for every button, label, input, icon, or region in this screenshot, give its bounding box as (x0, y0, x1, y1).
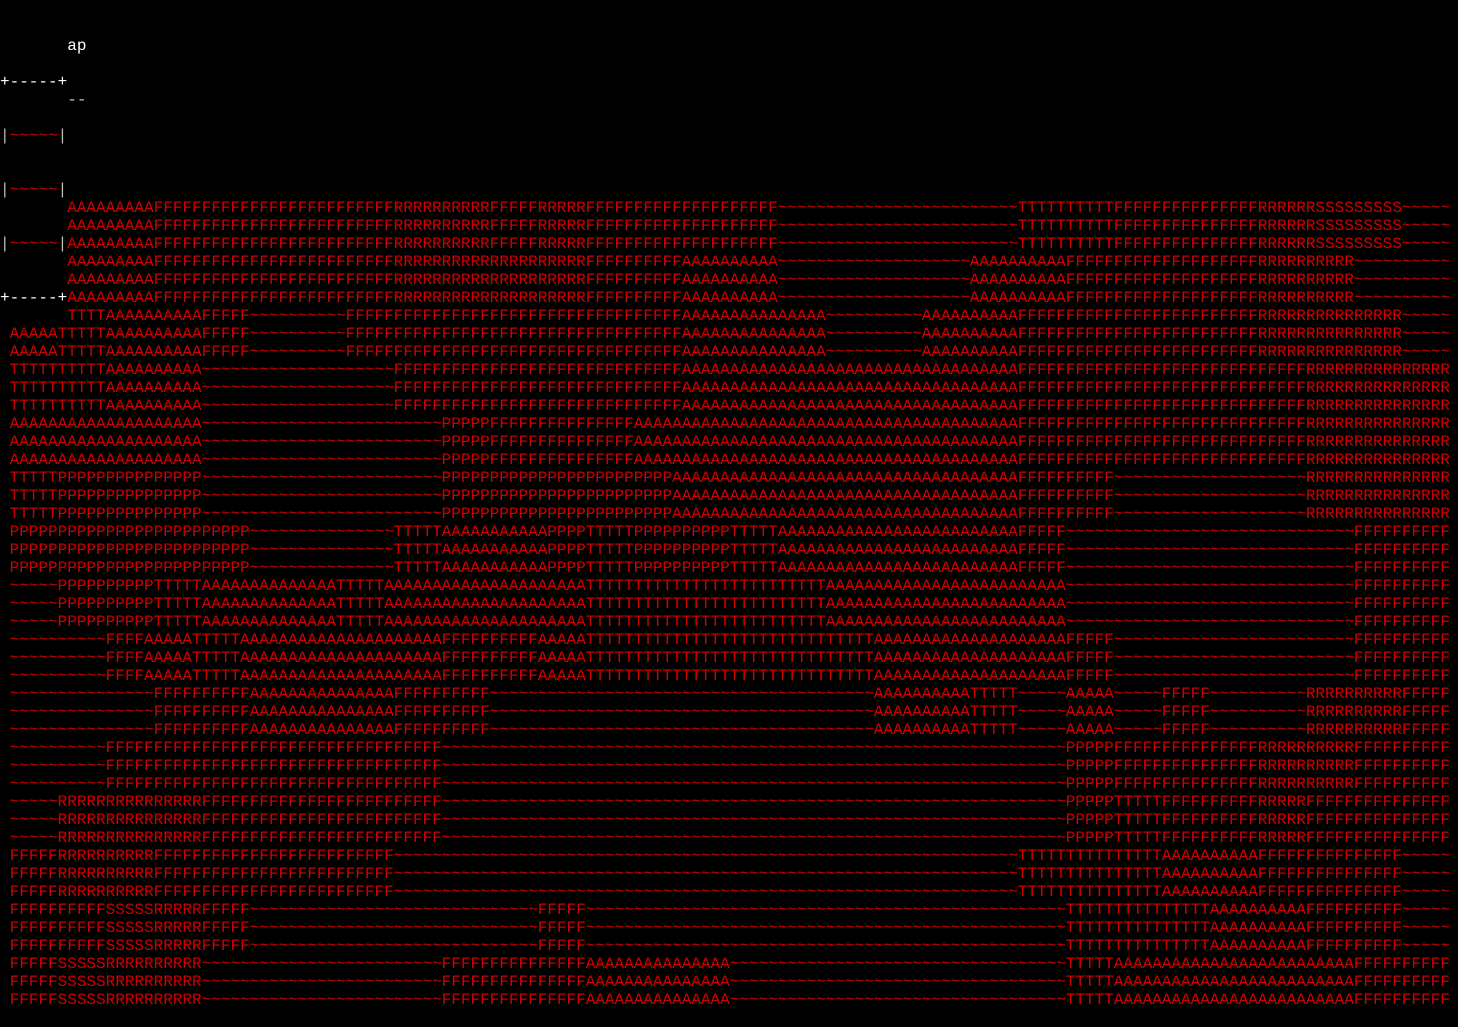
box-left-bar: | (0, 235, 10, 253)
map-row: TTTTTTTTTTAAAAAAAAAA~~~~~~~~~~~~~~~~~~~~… (0, 397, 1450, 415)
map-row: PPPPPPPPPPPPPPPPPPPPPPPPP~~~~~~~~~~~~~~~… (0, 559, 1450, 577)
map-row: TTTTTTTTTTAAAAAAAAAA~~~~~~~~~~~~~~~~~~~~… (0, 361, 1450, 379)
map-row: FFFFFSSSSSRRRRRRRRRR~~~~~~~~~~~~~~~~~~~~… (0, 973, 1450, 991)
map-row: ~~~~~~~~~~FFFFFFFFFFFFFFFFFFFFFFFFFFFFFF… (0, 739, 1450, 757)
map-row: FFFFFFFFFFSSSSSRRRRRFFFFF~~~~~~~~~~~~~~~… (0, 937, 1450, 955)
map-row: ~~~~~~~~~~~~~~~FFFFFFFFFFAAAAAAAAAAAAAAA… (0, 703, 1450, 721)
map-row: TTTTTPPPPPPPPPPPPPPP~~~~~~~~~~~~~~~~~~~~… (0, 469, 1450, 487)
map-row: FFFFFRRRRRRRRRRFFFFFFFFFFFFFFFFFFFFFFFFF… (0, 847, 1450, 865)
map-row: ~~~~~~~~~~FFFFAAAAATTTTTAAAAAAAAAAAAAAAA… (0, 631, 1450, 649)
map-row: AAAAATTTTTAAAAAAAAAAFFFFF~~~~~~~~~~FFFFF… (0, 325, 1450, 343)
box-right-bar: | (57, 127, 68, 145)
box-row: |~~~~~| (0, 181, 67, 199)
map-row: ~~~~~~~~~~~~~~~FFFFFFFFFFAAAAAAAAAAAAAAA… (0, 685, 1450, 703)
map-row: PPPPPPPPPPPPPPPPPPPPPPPPP~~~~~~~~~~~~~~~… (0, 541, 1450, 559)
map-row: AAAAAAAAAFFFFFFFFFFFFFFFFFFFFFFFFFRRRRRR… (67, 235, 1450, 253)
box-row: |~~~~~| (0, 235, 67, 253)
map-row: TTTTTPPPPPPPPPPPPPPP~~~~~~~~~~~~~~~~~~~~… (0, 505, 1450, 523)
map-row: FFFFFFFFFFSSSSSRRRRRFFFFF~~~~~~~~~~~~~~~… (0, 901, 1450, 919)
map-row: ~~~~~~~~~~FFFFAAAAATTTTTAAAAAAAAAAAAAAAA… (0, 649, 1450, 667)
map-row: ~~~~~~~~~~FFFFFFFFFFFFFFFFFFFFFFFFFFFFFF… (0, 775, 1450, 793)
map-row: AAAAATTTTTAAAAAAAAAAFFFFF~~~~~~~~~~FFFFF… (0, 343, 1450, 361)
map-row: FFFFFSSSSSRRRRRRRRRR~~~~~~~~~~~~~~~~~~~~… (0, 991, 1450, 1009)
box-left-bar: | (0, 181, 10, 199)
box-left-bar: | (0, 127, 10, 145)
map-row: FFFFFSSSSSRRRRRRRRRR~~~~~~~~~~~~~~~~~~~~… (0, 955, 1450, 973)
map-row: ~~~~~~~~~~FFFFAAAAATTTTTAAAAAAAAAAAAAAAA… (0, 667, 1450, 685)
box-right-bar: | (57, 235, 68, 253)
map-cursor-box: +-----+ |~~~~~| |~~~~~| |~~~~~| +-----+ (0, 37, 68, 325)
map-row: ~~~~~RRRRRRRRRRRRRRRFFFFFFFFFFFFFFFFFFFF… (0, 829, 1450, 847)
map-row: AAAAAAAAAAAAAAAAAAAA~~~~~~~~~~~~~~~~~~~~… (0, 415, 1450, 433)
map-title: WorldMap (0, 37, 1450, 55)
map-row: AAAAATTTTTAAAAAAAAAAFFFFF~~~~~~~~~~FFFFF… (0, 307, 1450, 325)
box-sea-cells: ~~~~~ (9, 127, 58, 145)
map-row: ~~~~~PPPPPPPPPPTTTTTAAAAAAAAAAAAAATTTTTA… (0, 613, 1450, 631)
map-row: ~~~~~~~~~~FFFFFFFFFFFFFFFFFFFFFFFFFFFFFF… (0, 757, 1450, 775)
map-row: AAAAAAAAAAAAAAAFFFFFFFFFFFFFFFFFFFFFFFFF… (0, 289, 1450, 307)
map-row: AAAAAAAAAAAAAAAAAAAA~~~~~~~~~~~~~~~~~~~~… (0, 451, 1450, 469)
title-underline: -------- (0, 91, 1450, 109)
map-row: TTTTTTTTTTAAAAAAAAAA~~~~~~~~~~~~~~~~~~~~… (0, 379, 1450, 397)
map-row: ~~~~~~~~~~~~~~~FFFFFFFFFFAAAAAAAAAAAAAAA… (0, 721, 1450, 739)
map-row: AAAAAAAAAAAAAAAFFFFFFFFFFFFFFFFFFFFFFFFF… (0, 253, 1450, 271)
map-row: FFFFFRRRRRRRRRRFFFFFFFFFFFFFFFFFFFFFFFFF… (0, 883, 1450, 901)
map-row: AAAAAAAAAFFFFFFFFFFFFFFFFFFFFFFFFFRRRRRR… (67, 199, 1450, 217)
map-row: AAAAAAAAAAAAAAAAAAAA~~~~~~~~~~~~~~~~~~~~… (0, 433, 1450, 451)
blank-line (0, 145, 1450, 163)
map-row: TTTTTPPPPPPPPPPPPPPP~~~~~~~~~~~~~~~~~~~~… (0, 487, 1450, 505)
map-row: ~~~~~PPPPPPPPPPTTTTTAAAAAAAAAAAAAATTTTTA… (0, 595, 1450, 613)
box-sea-cells: ~~~~~ (9, 235, 58, 253)
map-row: ~~~~~RRRRRRRRRRRRRRRFFFFFFFFFFFFFFFFFFFF… (0, 811, 1450, 829)
map-row: ~~~~~RRRRRRRRRRRRRRRFFFFFFFFFFFFFFFFFFFF… (0, 793, 1450, 811)
map-row: AAAAAAAAAFFFFFFFFFFFFFFFFFFFFFFFFFRRRRRR… (67, 217, 1450, 235)
box-top-edge: +-----+ (0, 73, 68, 91)
box-right-bar: | (57, 181, 68, 199)
ascii-world-map: AAAAAAAAAFFFFFFFFFFFFFFFFFFFFFFFFFRRRRRR… (0, 199, 1450, 1009)
map-row: FFFFFRRRRRRRRRRFFFFFFFFFFFFFFFFFFFFFFFFF… (0, 865, 1450, 883)
box-sea-cells: ~~~~~ (9, 181, 58, 199)
map-row: ~~~~~PPPPPPPPPPTTTTTAAAAAAAAAAAAAATTTTTA… (0, 577, 1450, 595)
box-bottom-edge: +-----+ (0, 289, 68, 307)
map-row: FFFFFFFFFFSSSSSRRRRRFFFFF~~~~~~~~~~~~~~~… (0, 919, 1450, 937)
box-row: |~~~~~| (0, 127, 67, 145)
map-row: PPPPPPPPPPPPPPPPPPPPPPPPP~~~~~~~~~~~~~~~… (0, 523, 1450, 541)
map-row: AAAAAAAAAAAAAAAFFFFFFFFFFFFFFFFFFFFFFFFF… (0, 271, 1450, 289)
